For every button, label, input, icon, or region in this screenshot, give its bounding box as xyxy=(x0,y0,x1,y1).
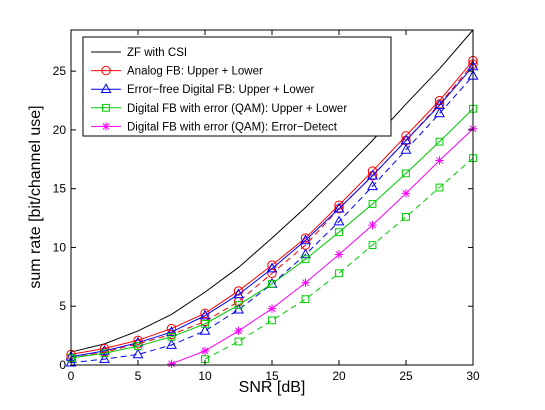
data-point xyxy=(268,316,276,325)
y-axis-label: sum rate [bit/channel use] xyxy=(27,105,44,288)
y-tick-label: 20 xyxy=(53,123,67,137)
data-point xyxy=(333,215,345,226)
data-point xyxy=(166,338,177,349)
data-point xyxy=(268,279,276,288)
legend-item: Digital FB with error (QAM): Error−Detec… xyxy=(91,121,338,133)
data-point xyxy=(402,212,410,221)
data-point xyxy=(199,324,211,335)
data-point xyxy=(167,359,176,369)
legend-label: ZF with CSI xyxy=(127,47,187,59)
data-point xyxy=(300,248,311,259)
data-point xyxy=(167,332,176,341)
data-point xyxy=(301,255,310,264)
data-point xyxy=(133,335,143,346)
data-point xyxy=(368,200,377,208)
x-tick-label: 5 xyxy=(135,369,142,383)
legend-label: Error−free Digital FB: Upper + Lower xyxy=(127,84,314,96)
data-point xyxy=(300,234,311,245)
data-point xyxy=(435,137,444,146)
data-point xyxy=(166,323,177,334)
legend-item: ZF with CSI xyxy=(91,47,187,59)
x-tick-label: 10 xyxy=(198,369,212,383)
x-tick-label: 30 xyxy=(466,369,480,383)
y-tick-label: 5 xyxy=(59,299,66,313)
series-line xyxy=(204,157,474,360)
legend-label: Digital FB with error (QAM): Error−Detec… xyxy=(127,121,338,133)
data-point xyxy=(166,326,177,336)
data-point xyxy=(200,346,210,356)
y-tick-label: 25 xyxy=(53,64,67,78)
legend-label: Digital FB with error (QAM): Upper + Low… xyxy=(127,103,347,115)
data-point xyxy=(134,342,142,351)
data-point xyxy=(234,326,243,336)
x-tick-label: 15 xyxy=(265,369,279,383)
legend-item: Digital FB with error (QAM): Upper + Low… xyxy=(91,103,347,115)
legend-label: Analog FB: Upper + Lower xyxy=(127,66,263,78)
y-tick-label: 10 xyxy=(53,240,67,254)
data-point xyxy=(199,309,211,320)
legend-item: Analog FB: Upper + Lower xyxy=(91,66,263,78)
data-point xyxy=(301,295,310,304)
data-point xyxy=(233,288,244,299)
series-line xyxy=(171,128,474,365)
series-line xyxy=(70,108,474,359)
y-tick-label: 0 xyxy=(59,358,66,372)
legend-box xyxy=(82,36,392,137)
data-point xyxy=(99,353,110,363)
series-layer xyxy=(65,29,479,369)
data-point xyxy=(334,250,344,259)
data-point xyxy=(335,228,343,237)
series-line xyxy=(70,29,474,353)
data-point xyxy=(267,304,277,313)
data-point xyxy=(132,348,144,359)
legend-marker xyxy=(100,83,112,93)
data-point xyxy=(234,337,243,346)
data-point xyxy=(301,278,310,287)
y-tick-label: 15 xyxy=(53,182,67,196)
data-point xyxy=(435,156,444,165)
data-point xyxy=(435,183,444,192)
data-point xyxy=(400,143,412,154)
data-point xyxy=(335,269,343,278)
legend: ZF with CSI Analog FB: Upper + Lower Error… xyxy=(82,36,392,137)
x-tick-label: 0 xyxy=(68,369,75,383)
tick-layer: 0 5 10 15 20 25 30 0 5 10 15 20 25 xyxy=(53,30,480,383)
legend-item: Error−free Digital FB: Upper + Lower xyxy=(91,83,314,96)
x-tick-label: 20 xyxy=(332,369,346,383)
data-point xyxy=(368,220,377,230)
data-point xyxy=(400,134,412,145)
data-point xyxy=(368,241,377,250)
data-point xyxy=(367,169,378,180)
legend-marker xyxy=(101,122,111,131)
data-point xyxy=(402,169,410,178)
data-point xyxy=(234,301,243,309)
data-point xyxy=(266,262,278,273)
legend-items: ZF with CSI Analog FB: Upper + Lower Error… xyxy=(91,47,347,133)
legend-marker xyxy=(101,65,111,76)
x-tick-label: 25 xyxy=(399,369,413,383)
data-point xyxy=(100,349,109,358)
data-point xyxy=(367,180,378,191)
data-point xyxy=(300,233,311,243)
data-point xyxy=(401,189,411,198)
data-point xyxy=(333,202,345,213)
series-0 xyxy=(70,29,474,353)
legend-marker xyxy=(102,103,110,112)
x-axis-label: SNR [dB] xyxy=(239,379,306,396)
data-point xyxy=(201,319,209,328)
data-point xyxy=(434,107,445,118)
